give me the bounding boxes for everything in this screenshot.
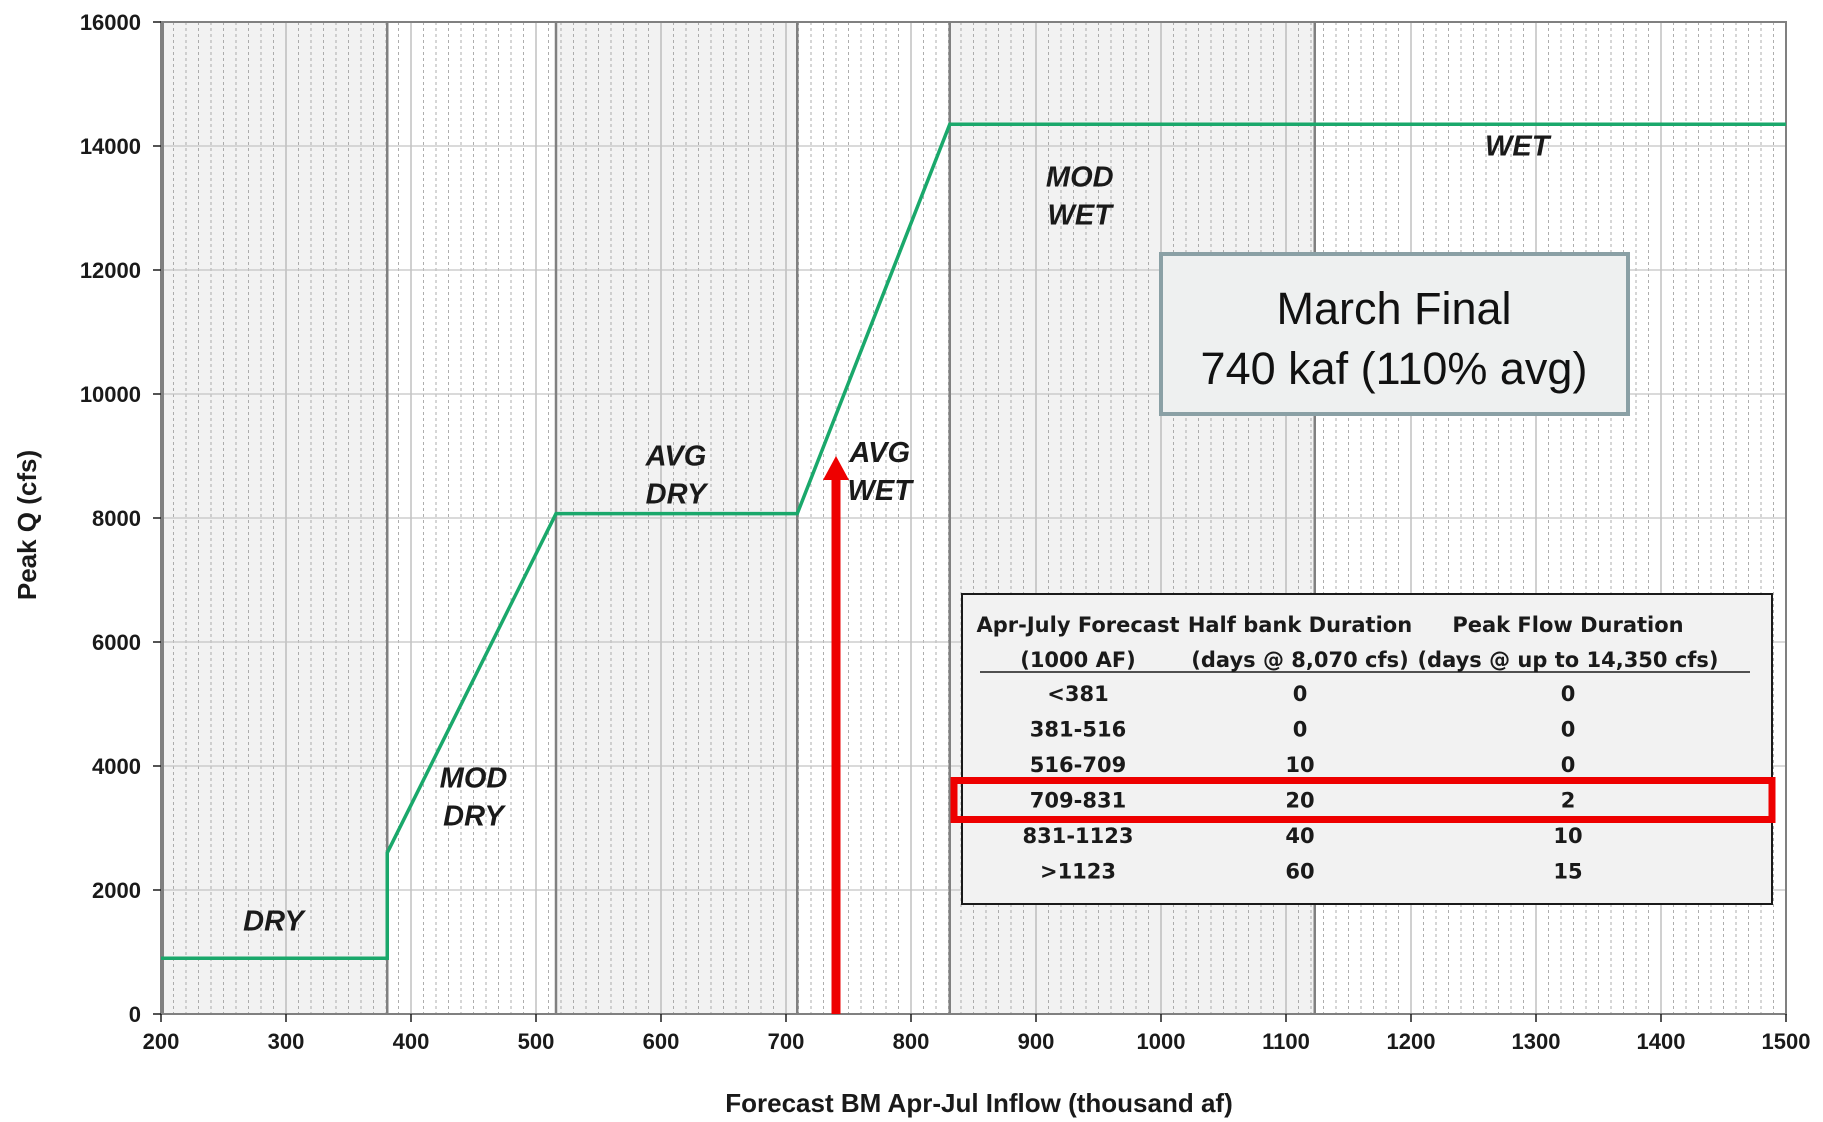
- table-cell: 60: [1285, 860, 1314, 884]
- callout-line2: 740 kaf (110% avg): [1201, 343, 1588, 394]
- y-tick-label: 2000: [92, 878, 141, 903]
- table-header: Apr-July Forecast: [977, 613, 1180, 637]
- x-axis-label: Forecast BM Apr-Jul Inflow (thousand af): [725, 1088, 1232, 1118]
- table-cell: 10: [1285, 753, 1314, 777]
- x-tick-label: 1000: [1137, 1029, 1186, 1054]
- x-tick-label: 800: [893, 1029, 930, 1054]
- table-cell: 0: [1293, 682, 1308, 706]
- table-header: (1000 AF): [1020, 648, 1136, 672]
- zone-label: MOD: [440, 763, 508, 795]
- table-header: (days @ 8,070 cfs): [1191, 648, 1408, 672]
- table-cell: 0: [1561, 682, 1576, 706]
- x-tick-label: 1300: [1512, 1029, 1561, 1054]
- forecast-marker: [823, 456, 849, 1014]
- table-cell: 381-516: [1030, 718, 1126, 742]
- series-line-0: [161, 122, 1786, 960]
- table-cell: >1123: [1040, 860, 1116, 884]
- table-cell: 831-1123: [1023, 824, 1134, 848]
- table-header: Half bank Duration: [1188, 613, 1412, 637]
- table-cell: 0: [1293, 718, 1308, 742]
- x-tick-label: 200: [143, 1029, 180, 1054]
- callout-box: March Final 740 kaf (110% avg): [1159, 252, 1630, 416]
- y-tick-label: 0: [129, 1002, 141, 1027]
- zone-label: AVG: [645, 440, 707, 472]
- y-tick-label: 16000: [80, 10, 141, 35]
- table-cell: 2: [1561, 789, 1576, 813]
- zone-label: WET: [1048, 199, 1115, 231]
- table-cell: 40: [1285, 824, 1314, 848]
- x-tick-label: 1400: [1637, 1029, 1686, 1054]
- table-cell: 20: [1285, 789, 1314, 813]
- y-tick-label: 6000: [92, 630, 141, 655]
- x-tick-label: 900: [1018, 1029, 1055, 1054]
- zone-label: WET: [848, 475, 915, 507]
- table-cell: 10: [1553, 824, 1582, 848]
- x-tick-label: 500: [518, 1029, 555, 1054]
- table-header: (days @ up to 14,350 cfs): [1417, 648, 1718, 672]
- zone-label: WET: [1485, 130, 1552, 162]
- y-tick-label: 14000: [80, 134, 141, 159]
- x-tick-label: 400: [393, 1029, 430, 1054]
- zone-label: DRY: [243, 905, 306, 937]
- table-cell: 709-831: [1030, 789, 1126, 813]
- table-cell: 15: [1553, 860, 1582, 884]
- table-cell: 516-709: [1030, 753, 1126, 777]
- zone-label: MOD: [1046, 161, 1114, 193]
- series: [161, 122, 1786, 960]
- table-cell: 0: [1561, 718, 1576, 742]
- y-axis-label: Peak Q (cfs): [12, 450, 42, 600]
- axes: 200 300 400 500 600 700 800 900 1000 1100 1200 1300…: [80, 10, 1811, 1054]
- y-tick-label: 8000: [92, 506, 141, 531]
- duration-table: Apr-July Forecast (1000 AF) Half bank Dura…: [950, 593, 1776, 905]
- zone-label: DRY: [443, 801, 506, 833]
- x-tick-label: 1500: [1762, 1029, 1811, 1054]
- table-frame: [961, 593, 1773, 905]
- y-tick-label: 12000: [80, 258, 141, 283]
- x-tick-label: 600: [643, 1029, 680, 1054]
- x-tick-label: 1200: [1387, 1029, 1436, 1054]
- callout-frame: [1159, 252, 1630, 416]
- table-cell: <381: [1047, 682, 1108, 706]
- x-tick-label: 700: [768, 1029, 805, 1054]
- zone-labels: DRY MOD DRY AVG DRY AVG WET MOD WET WET: [243, 130, 1552, 937]
- x-tick-label: 1100: [1262, 1029, 1310, 1054]
- table-header: Peak Flow Duration: [1452, 613, 1683, 637]
- callout-line1: March Final: [1276, 283, 1511, 334]
- zone-label: AVG: [848, 437, 910, 469]
- marker-arrowhead: [823, 456, 849, 480]
- zone-label: DRY: [646, 478, 709, 510]
- table-row-highlight: [950, 777, 1776, 823]
- table-cell: 0: [1561, 753, 1576, 777]
- x-tick-label: 300: [268, 1029, 305, 1054]
- y-tick-label: 4000: [92, 754, 141, 779]
- y-tick-label: 10000: [80, 382, 141, 407]
